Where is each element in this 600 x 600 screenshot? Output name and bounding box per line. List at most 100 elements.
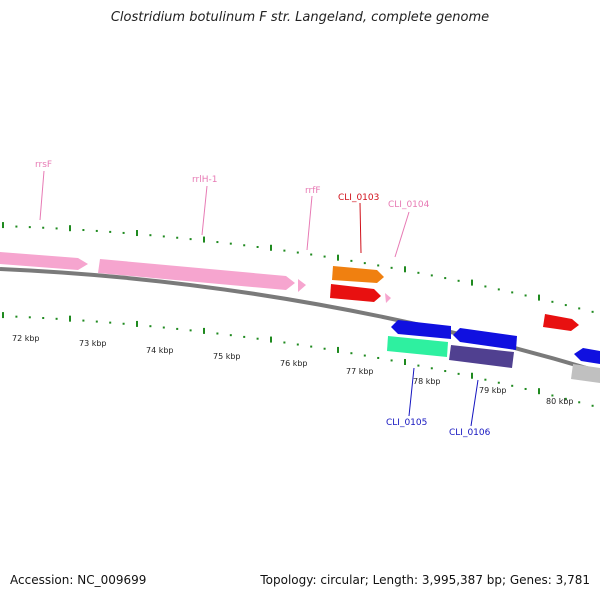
- label-cli0106[interactable]: CLI_0106: [449, 428, 491, 438]
- minor-tick: [591, 404, 594, 407]
- major-tick: [136, 320, 138, 327]
- label-rrsF[interactable]: rrsF: [35, 160, 52, 170]
- label-rrfF[interactable]: rrfF: [305, 186, 321, 196]
- minor-tick: [256, 245, 259, 248]
- leader-cli0104: [394, 211, 410, 258]
- minor-tick: [430, 367, 433, 370]
- upper-tick-track: [2, 222, 594, 313]
- major-tick: [69, 225, 71, 232]
- gene-rrsF[interactable]: [0, 252, 88, 270]
- leader-cli0106: [470, 379, 479, 427]
- minor-tick: [109, 230, 112, 233]
- minor-tick: [377, 264, 380, 267]
- minor-tick: [417, 271, 420, 274]
- label-rrlH-1[interactable]: rrlH-1: [192, 175, 217, 185]
- label-cli0104[interactable]: CLI_0104: [388, 200, 430, 210]
- accession-text: Accession: NC_009699: [10, 573, 147, 587]
- gene-blue-1[interactable]: [391, 320, 451, 339]
- minor-tick: [444, 277, 447, 280]
- major-tick: [69, 315, 71, 322]
- label-cli0105[interactable]: CLI_0105: [386, 418, 427, 428]
- leader-rrsF: [39, 170, 45, 221]
- leader-rrfF: [306, 195, 313, 251]
- minor-tick: [42, 226, 45, 229]
- major-tick: [404, 266, 406, 273]
- minor-tick: [176, 327, 179, 330]
- minor-tick: [444, 370, 447, 373]
- minor-tick: [296, 343, 299, 346]
- minor-tick: [55, 227, 58, 230]
- leader-cli0103: [359, 202, 362, 254]
- minor-tick: [28, 316, 31, 319]
- scale-label: 72 kbp: [12, 334, 40, 343]
- lower-tick-track: [2, 312, 594, 407]
- minor-tick: [176, 236, 179, 239]
- minor-tick: [95, 320, 98, 323]
- minor-tick: [484, 285, 487, 288]
- minor-tick: [42, 317, 45, 320]
- map-title: Clostridium botulinum F str. Langeland, …: [110, 10, 490, 25]
- minor-tick: [363, 262, 366, 265]
- major-tick: [2, 312, 4, 319]
- scale-label: 75 kbp: [213, 352, 241, 361]
- major-tick: [2, 222, 4, 229]
- minor-tick: [283, 341, 286, 344]
- major-tick: [538, 388, 540, 395]
- minor-tick: [363, 354, 366, 357]
- minor-tick: [350, 352, 353, 355]
- label-cli0103[interactable]: CLI_0103: [338, 193, 379, 203]
- gene-rrlH-1[interactable]: [98, 259, 295, 290]
- scale-label: 76 kbp: [280, 359, 308, 368]
- minor-tick: [296, 251, 299, 254]
- minor-tick: [243, 244, 246, 247]
- minor-tick: [497, 381, 500, 384]
- minor-tick: [216, 332, 219, 335]
- minor-tick: [189, 238, 192, 241]
- minor-tick: [564, 397, 567, 400]
- gene-rrfF[interactable]: [298, 279, 306, 292]
- gene-red-right[interactable]: [543, 314, 579, 331]
- minor-tick: [82, 229, 85, 232]
- gene-cli0103-red[interactable]: [330, 284, 381, 302]
- minor-tick: [377, 356, 380, 359]
- major-tick: [203, 236, 205, 243]
- minor-tick: [28, 226, 31, 229]
- minor-tick: [564, 304, 567, 307]
- scale-label: 80 kbp: [546, 397, 574, 406]
- major-tick: [337, 346, 339, 353]
- minor-tick: [243, 335, 246, 338]
- minor-tick: [457, 372, 460, 375]
- leader-rrlH-1: [201, 185, 208, 236]
- minor-tick: [551, 300, 554, 303]
- gene-gray[interactable]: [571, 364, 600, 383]
- minor-tick: [95, 229, 98, 232]
- minor-tick: [323, 347, 326, 350]
- minor-tick: [457, 279, 460, 282]
- scale-label: 77 kbp: [346, 367, 374, 376]
- minor-tick: [511, 384, 514, 387]
- minor-tick: [229, 334, 232, 337]
- minor-tick: [189, 329, 192, 332]
- scale-label: 73 kbp: [79, 339, 107, 348]
- gene-blue-2[interactable]: [453, 328, 517, 350]
- scale-label: 74 kbp: [146, 346, 174, 355]
- minor-tick: [417, 364, 420, 367]
- minor-tick: [511, 291, 514, 294]
- major-tick: [270, 244, 272, 251]
- gene-cli0105[interactable]: [387, 336, 448, 357]
- gene-blue-3[interactable]: [574, 348, 600, 364]
- minor-tick: [310, 253, 313, 256]
- scale-label: 78 kbp: [413, 377, 441, 386]
- leader-cli0105: [408, 367, 415, 417]
- minor-tick: [122, 231, 125, 234]
- minor-tick: [109, 321, 112, 324]
- gene-cli0106[interactable]: [449, 345, 514, 368]
- minor-tick: [350, 259, 353, 262]
- gene-cli0104[interactable]: [385, 293, 391, 303]
- minor-tick: [430, 274, 433, 277]
- gene-cli0103[interactable]: [332, 266, 384, 283]
- minor-tick: [323, 255, 326, 258]
- major-tick: [270, 336, 272, 343]
- minor-tick: [149, 325, 152, 328]
- minor-tick: [122, 322, 125, 325]
